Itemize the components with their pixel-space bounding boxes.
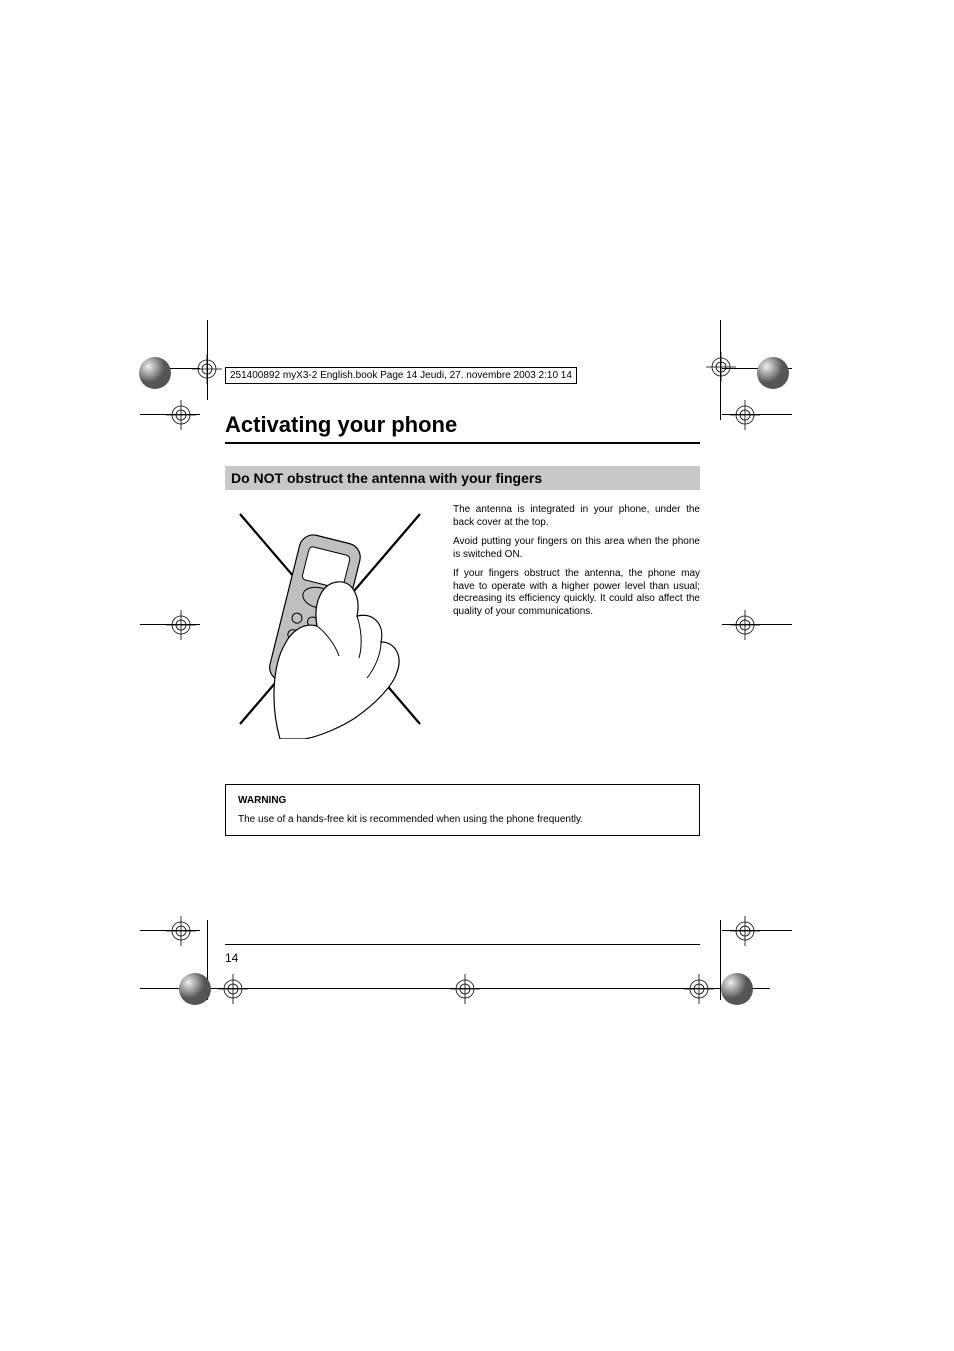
registration-mark-icon	[192, 354, 222, 384]
body-paragraph: Avoid putting your fingers on this area …	[453, 536, 700, 561]
registration-mark-icon	[166, 400, 196, 430]
body-paragraph: If your fingers obstruct the antenna, th…	[453, 568, 700, 618]
registration-mark-icon	[166, 610, 196, 640]
section-heading: Do NOT obstruct the antenna with your fi…	[225, 466, 700, 490]
warning-label: WARNING	[238, 795, 687, 806]
section-body-text: The antenna is integrated in your phone,…	[453, 504, 700, 744]
body-paragraph: The antenna is integrated in your phone,…	[453, 504, 700, 529]
registration-mark-icon	[706, 352, 736, 382]
page-content-region: 251400892 myX3-2 English.book Page 14 Je…	[225, 365, 700, 836]
registration-mark-icon	[730, 916, 760, 946]
section-body: The antenna is integrated in your phone,…	[225, 504, 700, 744]
corner-sphere-icon	[720, 972, 754, 1006]
running-head: 251400892 myX3-2 English.book Page 14 Je…	[225, 367, 577, 384]
chapter-title: Activating your phone	[225, 412, 700, 444]
registration-mark-icon	[730, 610, 760, 640]
registration-mark-icon	[684, 974, 714, 1004]
warning-box: WARNING The use of a hands-free kit is r…	[225, 784, 700, 836]
registration-mark-icon	[730, 400, 760, 430]
corner-sphere-icon	[138, 356, 172, 390]
corner-sphere-icon	[178, 972, 212, 1006]
registration-mark-icon	[218, 974, 248, 1004]
page-number: 14	[225, 944, 700, 965]
antenna-illustration	[225, 504, 435, 744]
warning-text: The use of a hands-free kit is recommend…	[238, 814, 687, 825]
registration-mark-icon	[166, 916, 196, 946]
registration-mark-icon	[450, 974, 480, 1004]
corner-sphere-icon	[756, 356, 790, 390]
